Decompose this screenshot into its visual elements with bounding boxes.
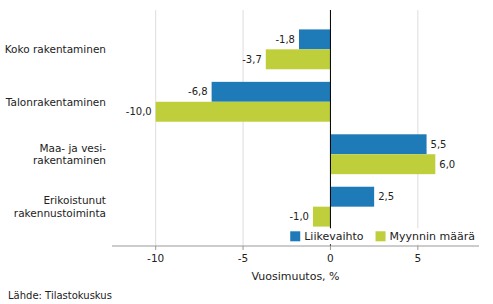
category-label: Erikoistunutrakennustoiminta (14, 194, 106, 219)
bars (156, 29, 436, 226)
legend: Liikevaihto Myynnin määrä (287, 228, 478, 244)
bar (299, 29, 330, 49)
category-label-line: Erikoistunut (43, 194, 106, 206)
y-tick-labels: Erikoistunutrakennustoiminta Maa- ja vesi… (5, 43, 106, 219)
data-label: 5,5 (431, 139, 447, 150)
legend-label: Liikevaihto (304, 230, 364, 243)
tick-label: -10 (147, 252, 164, 264)
data-label: 2,5 (378, 191, 394, 202)
legend-swatch (290, 231, 300, 241)
x-axis-label: Vuosimuutos, % (251, 270, 339, 283)
category-label: Talonrakentaminen (5, 96, 106, 108)
data-label: -1,8 (275, 34, 295, 45)
data-label: -3,7 (242, 54, 262, 65)
bar (266, 49, 331, 69)
grid (156, 10, 418, 246)
tick-label: 5 (414, 252, 421, 264)
x-axis-line (112, 246, 479, 247)
bar (313, 207, 330, 227)
chart: 2,5 5,5 -6,8 -1,8 -1,0 6,0 -10,0 -3,7 -10 -5 0 5 Eri… (0, 0, 493, 304)
tick-label: 0 (327, 252, 334, 264)
tick-mark (155, 246, 156, 250)
category-label-line: Maa- ja vesi- (39, 142, 106, 154)
bar (330, 154, 435, 174)
data-label: -1,0 (289, 211, 309, 222)
bar (156, 102, 331, 122)
legend-swatch (376, 231, 386, 241)
category-label: Maa- ja vesi-rakentaminen (33, 142, 106, 167)
bar (212, 82, 331, 102)
tick-label: -5 (238, 252, 248, 264)
category-label: Koko rakentaminen (5, 43, 106, 55)
tick-mark (243, 246, 244, 250)
legend-background (287, 228, 478, 244)
data-label: 6,0 (439, 159, 455, 170)
bar (330, 187, 374, 207)
grid-line (155, 10, 156, 246)
legend-label: Myynnin määrä (390, 230, 475, 243)
data-label: -10,0 (126, 106, 152, 117)
source: Lähde: Tilastokuskus (8, 290, 112, 301)
grid-line (243, 10, 244, 246)
category-label-line: rakennustoiminta (14, 207, 106, 219)
grid-line (330, 10, 331, 246)
grid-line (417, 10, 418, 246)
data-labels: 2,5 5,5 -6,8 -1,8 -1,0 6,0 -10,0 -3,7 (126, 34, 455, 222)
tick-mark (330, 246, 331, 250)
bar (330, 134, 426, 154)
x-ticks: -10 -5 0 5 (147, 246, 421, 264)
zero-line (330, 10, 331, 246)
category-label-line: Talonrakentaminen (5, 96, 106, 108)
tick-mark (417, 246, 418, 250)
category-label-line: rakentaminen (33, 154, 106, 166)
category-label-line: Koko rakentaminen (5, 43, 106, 55)
data-label: -6,8 (188, 86, 208, 97)
